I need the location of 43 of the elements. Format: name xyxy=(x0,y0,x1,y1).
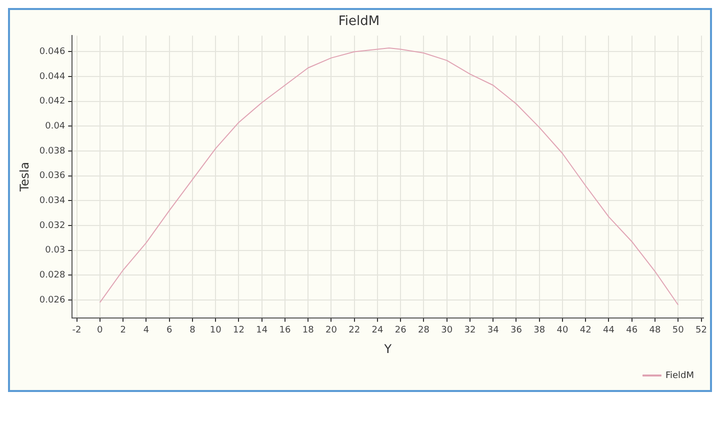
x-tick-label: 38 xyxy=(534,326,546,336)
y-tick-label: 0.026 xyxy=(39,295,66,306)
x-tick-label: 52 xyxy=(696,326,707,336)
y-tick-label: 0.03 xyxy=(45,246,66,256)
x-tick-label: 12 xyxy=(232,326,244,336)
x-axis-title: Y xyxy=(383,342,392,356)
legend-label: FieldM xyxy=(665,370,694,381)
chart-title: FieldM xyxy=(338,14,380,30)
y-tick-label: 0.042 xyxy=(39,96,66,107)
y-axis-title: Tesla xyxy=(17,162,32,193)
x-tick-label: 28 xyxy=(418,326,430,336)
y-tick-label: 0.046 xyxy=(39,47,66,58)
x-tick-label: 36 xyxy=(510,326,522,336)
y-tick-label: 0.034 xyxy=(39,196,66,206)
x-tick-label: 8 xyxy=(190,326,196,336)
x-tick-label: 48 xyxy=(649,326,661,336)
x-tick-label: -2 xyxy=(72,326,82,336)
x-tick-label: 34 xyxy=(487,326,500,336)
x-tick-label: 40 xyxy=(556,326,568,336)
x-tick-label: 22 xyxy=(348,326,360,336)
x-tick-label: 16 xyxy=(279,326,291,336)
x-tick-label: 4 xyxy=(143,326,150,336)
x-tick-label: 14 xyxy=(256,326,268,336)
x-tick-label: 26 xyxy=(394,326,407,336)
x-tick-label: 24 xyxy=(372,326,384,336)
x-tick-label: 2 xyxy=(120,326,126,336)
x-tick-label: 44 xyxy=(603,326,615,336)
y-tick-label: 0.032 xyxy=(39,220,66,231)
x-tick-label: 32 xyxy=(464,326,476,336)
x-tick-label: 18 xyxy=(302,326,314,336)
y-tick-label: 0.04 xyxy=(45,122,66,132)
x-tick-label: 46 xyxy=(626,326,638,336)
y-tick-label: 0.028 xyxy=(39,270,66,280)
x-tick-label: 6 xyxy=(166,326,172,336)
y-tick-label: 0.044 xyxy=(39,72,66,82)
x-tick-label: 0 xyxy=(97,326,104,336)
y-tick-label: 0.038 xyxy=(39,146,66,156)
x-tick-label: 10 xyxy=(210,326,222,336)
x-tick-label: 30 xyxy=(441,326,453,336)
y-tick-label: 0.036 xyxy=(39,171,66,182)
x-tick-label: 50 xyxy=(672,326,684,336)
x-tick-label: 42 xyxy=(580,326,592,336)
x-tick-label: 20 xyxy=(325,326,338,336)
